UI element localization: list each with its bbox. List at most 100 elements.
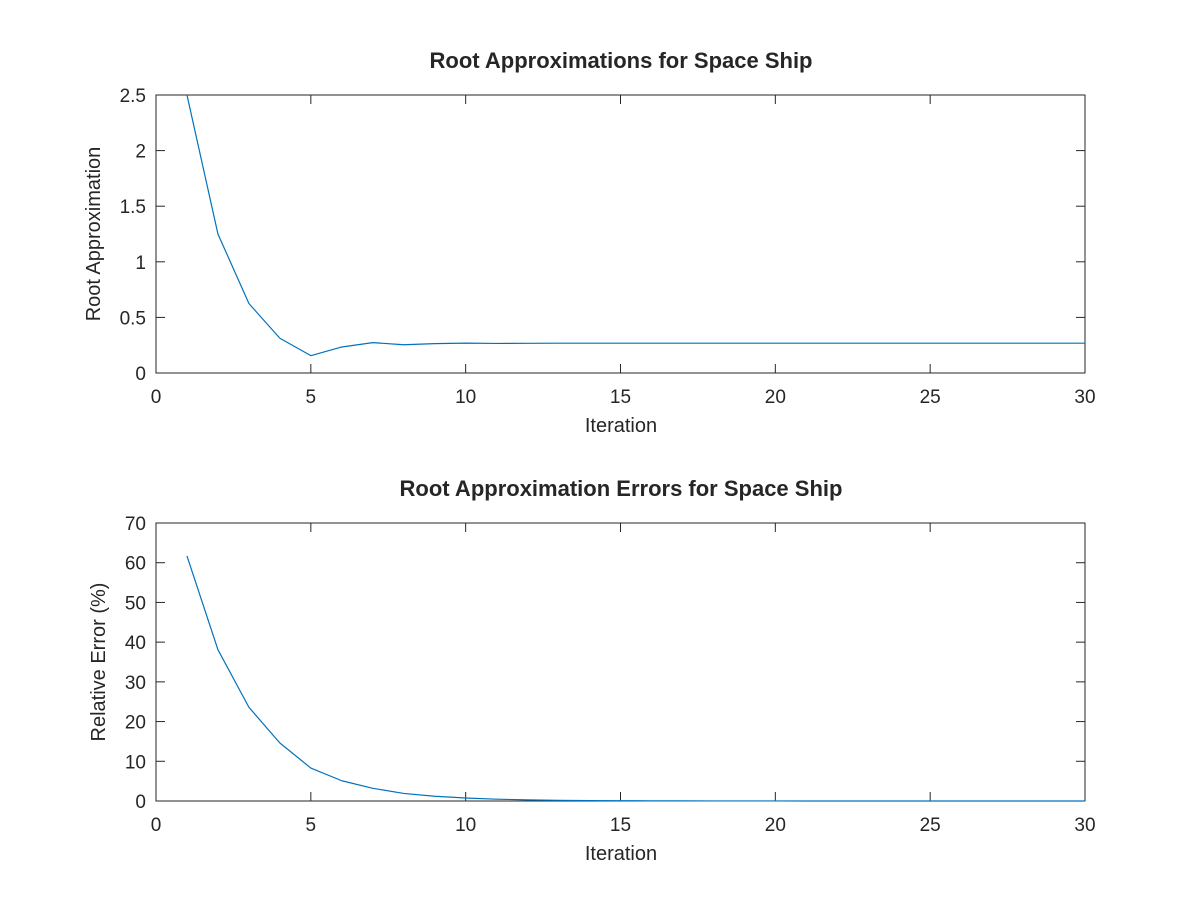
data-point xyxy=(1022,800,1024,802)
data-point xyxy=(496,342,498,344)
y-tick-label: 10 xyxy=(125,752,146,773)
data-point xyxy=(898,800,900,802)
x-tick-label: 10 xyxy=(455,815,476,836)
data-point xyxy=(372,342,374,344)
data-point xyxy=(217,649,219,651)
data-point xyxy=(960,800,962,802)
data-point xyxy=(589,342,591,344)
data-point xyxy=(991,800,993,802)
data-point xyxy=(341,346,343,348)
data-point xyxy=(465,797,467,799)
x-tick-label: 25 xyxy=(920,387,941,408)
y-tick-label: 0.5 xyxy=(120,308,146,329)
x-tick-label: 10 xyxy=(455,387,476,408)
y-tick-label: 2 xyxy=(135,142,146,163)
x-tick-label: 5 xyxy=(306,387,317,408)
data-point xyxy=(743,342,745,344)
x-tick-label: 20 xyxy=(765,387,786,408)
x-tick-label: 0 xyxy=(151,387,162,408)
data-point xyxy=(558,342,560,344)
data-point xyxy=(310,355,312,357)
data-point xyxy=(341,780,343,782)
data-point xyxy=(620,800,622,802)
data-point xyxy=(1022,342,1024,344)
y-tick-label: 1.5 xyxy=(120,197,146,218)
data-point xyxy=(248,303,250,305)
data-point xyxy=(929,800,931,802)
data-point xyxy=(186,94,188,96)
data-point xyxy=(279,742,281,744)
data-point xyxy=(496,798,498,800)
data-point xyxy=(991,342,993,344)
data-point xyxy=(929,342,931,344)
data-point xyxy=(372,787,374,789)
data-point xyxy=(434,795,436,797)
data-point xyxy=(836,342,838,344)
y-tick-label: 0 xyxy=(135,792,146,813)
data-point xyxy=(1053,342,1055,344)
y-tick-label: 30 xyxy=(125,673,146,694)
y-tick-label: 0 xyxy=(135,364,146,385)
y-tick-label: 1 xyxy=(135,253,146,274)
plot-area xyxy=(155,522,1086,802)
series-line xyxy=(186,94,1085,357)
x-tick-label: 15 xyxy=(610,815,631,836)
data-point xyxy=(805,342,807,344)
y-tick-label: 60 xyxy=(125,554,146,575)
data-point xyxy=(1084,800,1086,802)
series-line xyxy=(186,555,1085,802)
data-point xyxy=(527,799,529,801)
x-tick-label: 15 xyxy=(610,387,631,408)
data-point xyxy=(310,767,312,769)
y-axis-label: Relative Error (%) xyxy=(88,583,110,742)
data-point xyxy=(743,800,745,802)
data-point xyxy=(681,800,683,802)
data-point xyxy=(774,800,776,802)
data-point xyxy=(650,800,652,802)
data-point xyxy=(620,342,622,344)
plot-area xyxy=(155,94,1086,374)
data-point xyxy=(898,342,900,344)
data-point xyxy=(712,342,714,344)
data-point xyxy=(434,343,436,345)
x-tick-label: 30 xyxy=(1074,815,1095,836)
data-point xyxy=(650,342,652,344)
data-point xyxy=(403,792,405,794)
x-tick-label: 5 xyxy=(306,815,317,836)
data-point xyxy=(1053,800,1055,802)
y-tick-label: 2.5 xyxy=(120,86,146,107)
data-point xyxy=(867,800,869,802)
x-tick-label: 20 xyxy=(765,815,786,836)
data-point xyxy=(836,800,838,802)
data-point xyxy=(279,337,281,339)
x-tick-label: 0 xyxy=(151,815,162,836)
data-point xyxy=(589,800,591,802)
y-tick-label: 40 xyxy=(125,633,146,654)
root-approximation-plot: Root Approximations for Space Ship Itera… xyxy=(83,48,1096,437)
data-point xyxy=(712,800,714,802)
y-tick-label: 50 xyxy=(125,593,146,614)
relative-error-plot: Root Approximation Errors for Space Ship… xyxy=(88,476,1096,865)
data-point xyxy=(527,342,529,344)
x-tick-label: 25 xyxy=(920,815,941,836)
data-point xyxy=(558,799,560,801)
data-point xyxy=(774,342,776,344)
plot-title: Root Approximation Errors for Space Ship xyxy=(400,476,843,501)
data-point xyxy=(403,344,405,346)
data-point xyxy=(867,342,869,344)
x-axis-label: Iteration xyxy=(585,415,657,437)
y-tick-label: 20 xyxy=(125,713,146,734)
data-point xyxy=(1084,342,1086,344)
x-tick-label: 30 xyxy=(1074,387,1095,408)
x-axis-label: Iteration xyxy=(585,843,657,865)
data-point xyxy=(960,342,962,344)
y-tick-label: 70 xyxy=(125,514,146,535)
data-point xyxy=(186,555,188,557)
plot-title: Root Approximations for Space Ship xyxy=(430,48,813,73)
data-point xyxy=(805,800,807,802)
data-point xyxy=(465,342,467,344)
data-point xyxy=(681,342,683,344)
y-axis-label: Root Approximation xyxy=(83,147,105,322)
